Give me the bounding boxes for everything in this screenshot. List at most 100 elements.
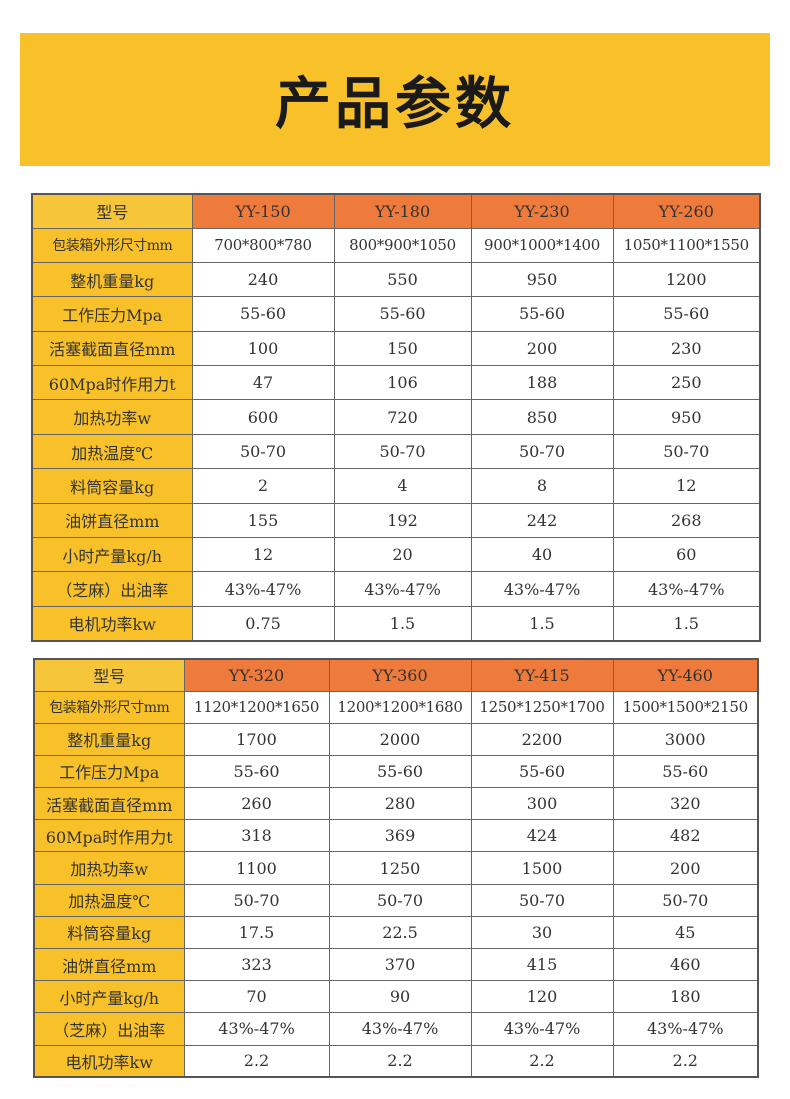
header-cell-model: YY-180: [333, 193, 472, 229]
header-cell-model: YY-460: [612, 658, 759, 692]
table-cell: 43%-47%: [333, 571, 472, 607]
row-label: 料筒容量kg: [33, 915, 185, 950]
table-cell: 47: [191, 365, 335, 401]
table-cell: 43%-47%: [191, 571, 335, 607]
row-label: 整机重量kg: [33, 722, 185, 756]
table-cell: 600: [191, 399, 335, 435]
header-row: 型号 YY-150 YY-180 YY-230 YY-260: [31, 193, 761, 229]
table-cell: 43%-47%: [470, 571, 614, 607]
table-cell: 50-70: [333, 433, 472, 470]
table-row: 包装箱外形尺寸mm 1120*1200*1650 1200*1200*1680 125…: [33, 690, 759, 724]
table-cell: 55-60: [333, 296, 472, 332]
row-label: 包装箱外形尺寸mm: [31, 227, 193, 263]
row-label: 加热功率w: [31, 399, 193, 435]
row-label: 工作压力Mpa: [31, 296, 193, 332]
table-cell: 268: [612, 502, 761, 539]
table-cell: 300: [470, 787, 614, 821]
row-label: 电机功率kw: [33, 1044, 185, 1078]
table-cell: 460: [612, 947, 759, 982]
row-label: 油饼直径mm: [33, 947, 185, 982]
table-cell: 1500*1500*2150: [612, 690, 759, 724]
table-cell: 1200*1200*1680: [328, 690, 472, 724]
table-cell: 50-70: [612, 883, 759, 917]
table-cell: 950: [612, 399, 761, 435]
table-cell: 1250*1250*1700: [470, 690, 614, 724]
table-cell: 260: [183, 787, 330, 821]
table-row: 油饼直径mm 155 192 242 268: [31, 502, 761, 539]
table-cell: 150: [333, 330, 472, 367]
table-cell: 12: [612, 468, 761, 504]
table-cell: 2: [191, 468, 335, 504]
table-cell: 20: [333, 537, 472, 573]
table-cell: 192: [333, 502, 472, 539]
table-cell: 318: [183, 819, 330, 853]
table-cell: 180: [612, 980, 759, 1014]
table-row: 电机功率kw 0.75 1.5 1.5 1.5: [31, 605, 761, 642]
table-cell: 40: [470, 537, 614, 573]
table-cell: 8: [470, 468, 614, 504]
row-label: 电机功率kw: [31, 605, 193, 642]
row-label: （芝麻）出油率: [31, 571, 193, 607]
table-cell: 2.2: [612, 1044, 759, 1078]
table-cell: 1050*1100*1550: [612, 227, 761, 263]
table-row: 活塞截面直径mm 260 280 300 320: [33, 787, 759, 821]
table-row: 小时产量kg/h 12 20 40 60: [31, 537, 761, 573]
table-cell: 1700: [183, 722, 330, 756]
table-row: 工作压力Mpa 55-60 55-60 55-60 55-60: [31, 296, 761, 332]
table-cell: 200: [470, 330, 614, 367]
header-cell-model: YY-230: [470, 193, 614, 229]
table-cell: 55-60: [183, 754, 330, 789]
table-cell: 55-60: [612, 754, 759, 789]
table-cell: 900*1000*1400: [470, 227, 614, 263]
row-label: 料筒容量kg: [31, 468, 193, 504]
row-label: 小时产量kg/h: [31, 537, 193, 573]
table-cell: 4: [333, 468, 472, 504]
row-label: 工作压力Mpa: [33, 754, 185, 789]
table-cell: 55-60: [612, 296, 761, 332]
table-cell: 50-70: [470, 883, 614, 917]
spec-table-1: 型号 YY-150 YY-180 YY-230 YY-260 包装箱外形尺寸mm 700*8…: [31, 193, 761, 642]
table-row: （芝麻）出油率 43%-47% 43%-47% 43%-47% 43%-47%: [33, 1012, 759, 1046]
table-cell: 424: [470, 819, 614, 853]
table-cell: 155: [191, 502, 335, 539]
row-label: 加热功率w: [33, 851, 185, 885]
table-cell: 850: [470, 399, 614, 435]
table-cell: 55-60: [328, 754, 472, 789]
table-cell: 240: [191, 261, 335, 298]
row-label: 活塞截面直径mm: [31, 330, 193, 367]
table-cell: 50-70: [191, 433, 335, 470]
table-cell: 280: [328, 787, 472, 821]
table-row: 加热温度℃ 50-70 50-70 50-70 50-70: [33, 883, 759, 917]
table-cell: 2000: [328, 722, 472, 756]
page-title: 产品参数: [275, 72, 515, 137]
table-row: 活塞截面直径mm 100 150 200 230: [31, 330, 761, 367]
table-cell: 106: [333, 365, 472, 401]
table-row: 油饼直径mm 323 370 415 460: [33, 947, 759, 982]
table-cell: 55-60: [191, 296, 335, 332]
table-cell: 1200: [612, 261, 761, 298]
table-cell: 370: [328, 947, 472, 982]
table-cell: 60: [612, 537, 761, 573]
row-label: 60Mpa时作用力t: [33, 819, 185, 853]
header-cell-model: YY-360: [328, 658, 472, 692]
table-cell: 3000: [612, 722, 759, 756]
row-label: 小时产量kg/h: [33, 980, 185, 1014]
table-cell: 200: [612, 851, 759, 885]
table-row: （芝麻）出油率 43%-47% 43%-47% 43%-47% 43%-47%: [31, 571, 761, 607]
table-cell: 50-70: [328, 883, 472, 917]
table-row: 料筒容量kg 2 4 8 12: [31, 468, 761, 504]
table-row: 电机功率kw 2.2 2.2 2.2 2.2: [33, 1044, 759, 1078]
table-cell: 2200: [470, 722, 614, 756]
table-cell: 1.5: [333, 605, 472, 642]
header-cell-model-label: 型号: [33, 658, 185, 692]
table-cell: 120: [470, 980, 614, 1014]
row-label: 活塞截面直径mm: [33, 787, 185, 821]
table-cell: 2.2: [328, 1044, 472, 1078]
table-cell: 1.5: [612, 605, 761, 642]
table-cell: 55-60: [470, 296, 614, 332]
table-cell: 50-70: [183, 883, 330, 917]
table-cell: 1120*1200*1650: [183, 690, 330, 724]
table-row: 整机重量kg 1700 2000 2200 3000: [33, 722, 759, 756]
table-cell: 55-60: [470, 754, 614, 789]
row-label: 包装箱外形尺寸mm: [33, 690, 185, 724]
